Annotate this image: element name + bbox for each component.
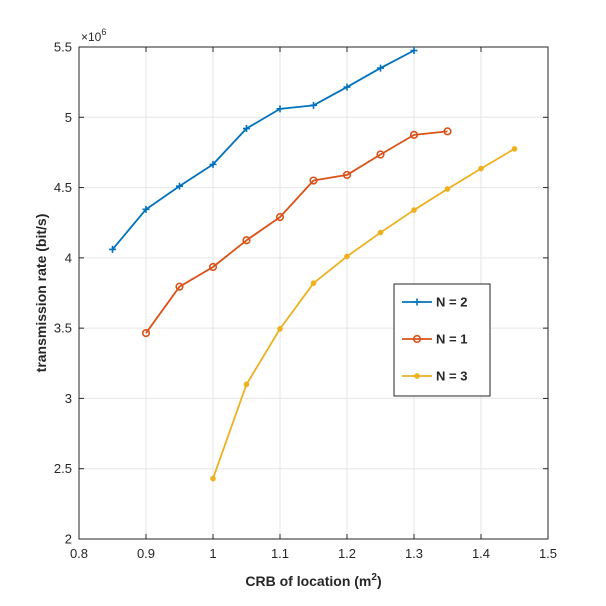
x-axis-label: CRB of location (m2) [245,572,381,589]
x-axis-label-close: ) [377,573,382,589]
x-tick-label: 1.1 [271,546,289,561]
series-line [212,148,515,479]
data-point [175,282,184,291]
y-tick-label: 4 [65,250,72,265]
data-point [208,262,218,272]
legend-label: N = 2 [436,295,467,310]
data-point [511,146,518,152]
x-tick-label: 1.2 [338,546,356,561]
x-tick-label: 0.9 [137,546,155,561]
y-axis-exponent: ×106 [81,27,106,44]
data-point [243,125,250,133]
data-point [410,47,418,55]
legend-marker [414,373,420,379]
data-point [277,325,283,332]
x-tick-label: 1.3 [405,546,423,561]
y-axis-label: transmission rate (bit/s) [33,214,49,373]
series-group [109,47,518,482]
y-tick-label: 2.5 [54,461,72,476]
data-point [377,229,384,236]
data-point [409,130,419,139]
legend-entry: N = 2 [402,295,467,310]
data-point [310,280,317,287]
series-line [145,130,448,334]
legend-marker [413,298,421,306]
legend-label: N = 1 [436,332,467,347]
series-line [111,49,415,250]
series-3 [210,146,518,482]
data-point [310,101,317,109]
y-exponent-base: ×10 [81,30,102,44]
x-axis-label-main: CRB of location (m [245,573,371,589]
data-point [176,182,183,190]
y-tick-label: 3.5 [54,321,72,336]
data-point [377,64,384,72]
x-tick-label: 1.5 [539,546,557,561]
data-point [275,212,285,222]
x-tick-label: 1.4 [472,546,490,561]
data-point [376,150,385,159]
legend: N = 2 N = 1 N = 3 [393,283,491,397]
y-tick-label: 2 [65,532,72,547]
y-tick-label: 5.5 [54,40,72,55]
data-point [109,245,116,253]
y-tick-label: 5 [65,110,72,125]
series-1 [109,47,418,253]
data-point [478,165,484,172]
x-tick-label: 1 [209,546,216,561]
legend-marker [412,334,422,344]
data-point [210,475,216,482]
data-point [344,253,350,260]
x-tick-label: 0.8 [70,546,88,561]
data-point [444,186,451,192]
y-tick-label: 3 [65,391,72,406]
axis-ticks: 0.8 0.9 1 1.1 1.2 1.3 1.4 1.5 2 2.5 3 3.5 4 4.5 5 5.5 [54,40,557,562]
legend-entry: N = 3 [402,369,467,384]
data-point [342,170,352,180]
data-point [243,381,250,388]
data-point [141,328,151,338]
data-point [142,205,150,213]
y-tick-label: 4.5 [54,180,72,195]
series-2 [141,127,452,338]
legend-label: N = 3 [436,369,467,384]
data-point [443,127,452,136]
legend-entry: N = 1 [402,332,467,347]
data-point [309,176,318,185]
data-point [411,207,417,213]
data-point [276,105,284,113]
data-point [242,236,251,245]
data-point [209,160,217,168]
y-exponent-power: 6 [101,27,106,37]
data-point [343,83,351,91]
x-axis-label-superscript: 2 [371,572,377,583]
plot-area-frame [78,46,549,540]
